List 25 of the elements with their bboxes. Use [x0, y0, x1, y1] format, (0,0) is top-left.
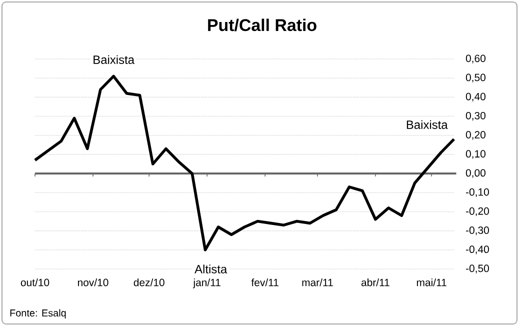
y-tick-label: 0,00 [466, 169, 486, 178]
annotation: Altista [194, 264, 228, 274]
y-tick-label: -0,40 [466, 246, 489, 254]
x-tick-label: abr/11 [361, 278, 390, 286]
x-tick-label: mar/11 [302, 278, 333, 286]
x-tick-label: nov/10 [78, 278, 108, 286]
x-tick-label: mai/11 [416, 278, 446, 286]
chart-title: Put/Call Ratio [208, 18, 316, 32]
annotation: Baixista [406, 120, 448, 129]
y-tick-label: 0,20 [466, 131, 486, 140]
x-tick-label: fev/11 [251, 278, 278, 286]
y-tick-label: 0,50 [466, 74, 486, 82]
x-tick-label: jan/11 [192, 278, 220, 288]
y-tick-label: 0,40 [466, 92, 486, 102]
y-tick-label: -0,30 [466, 226, 489, 236]
x-tick-label: out/10 [20, 278, 50, 286]
annotation: Baixista [94, 55, 134, 64]
y-tick-label: 0,60 [466, 54, 486, 64]
y-tick-label: -0,50 [466, 264, 489, 274]
y-tick-label: 0,30 [466, 112, 486, 121]
y-tick-label: -0,20 [466, 207, 489, 216]
y-tick-label: 0,10 [466, 150, 486, 159]
x-tick-label: dez/10 [134, 278, 164, 286]
source-note: Fonte: Esalq [10, 309, 66, 318]
y-tick-label: -0,10 [466, 188, 489, 197]
